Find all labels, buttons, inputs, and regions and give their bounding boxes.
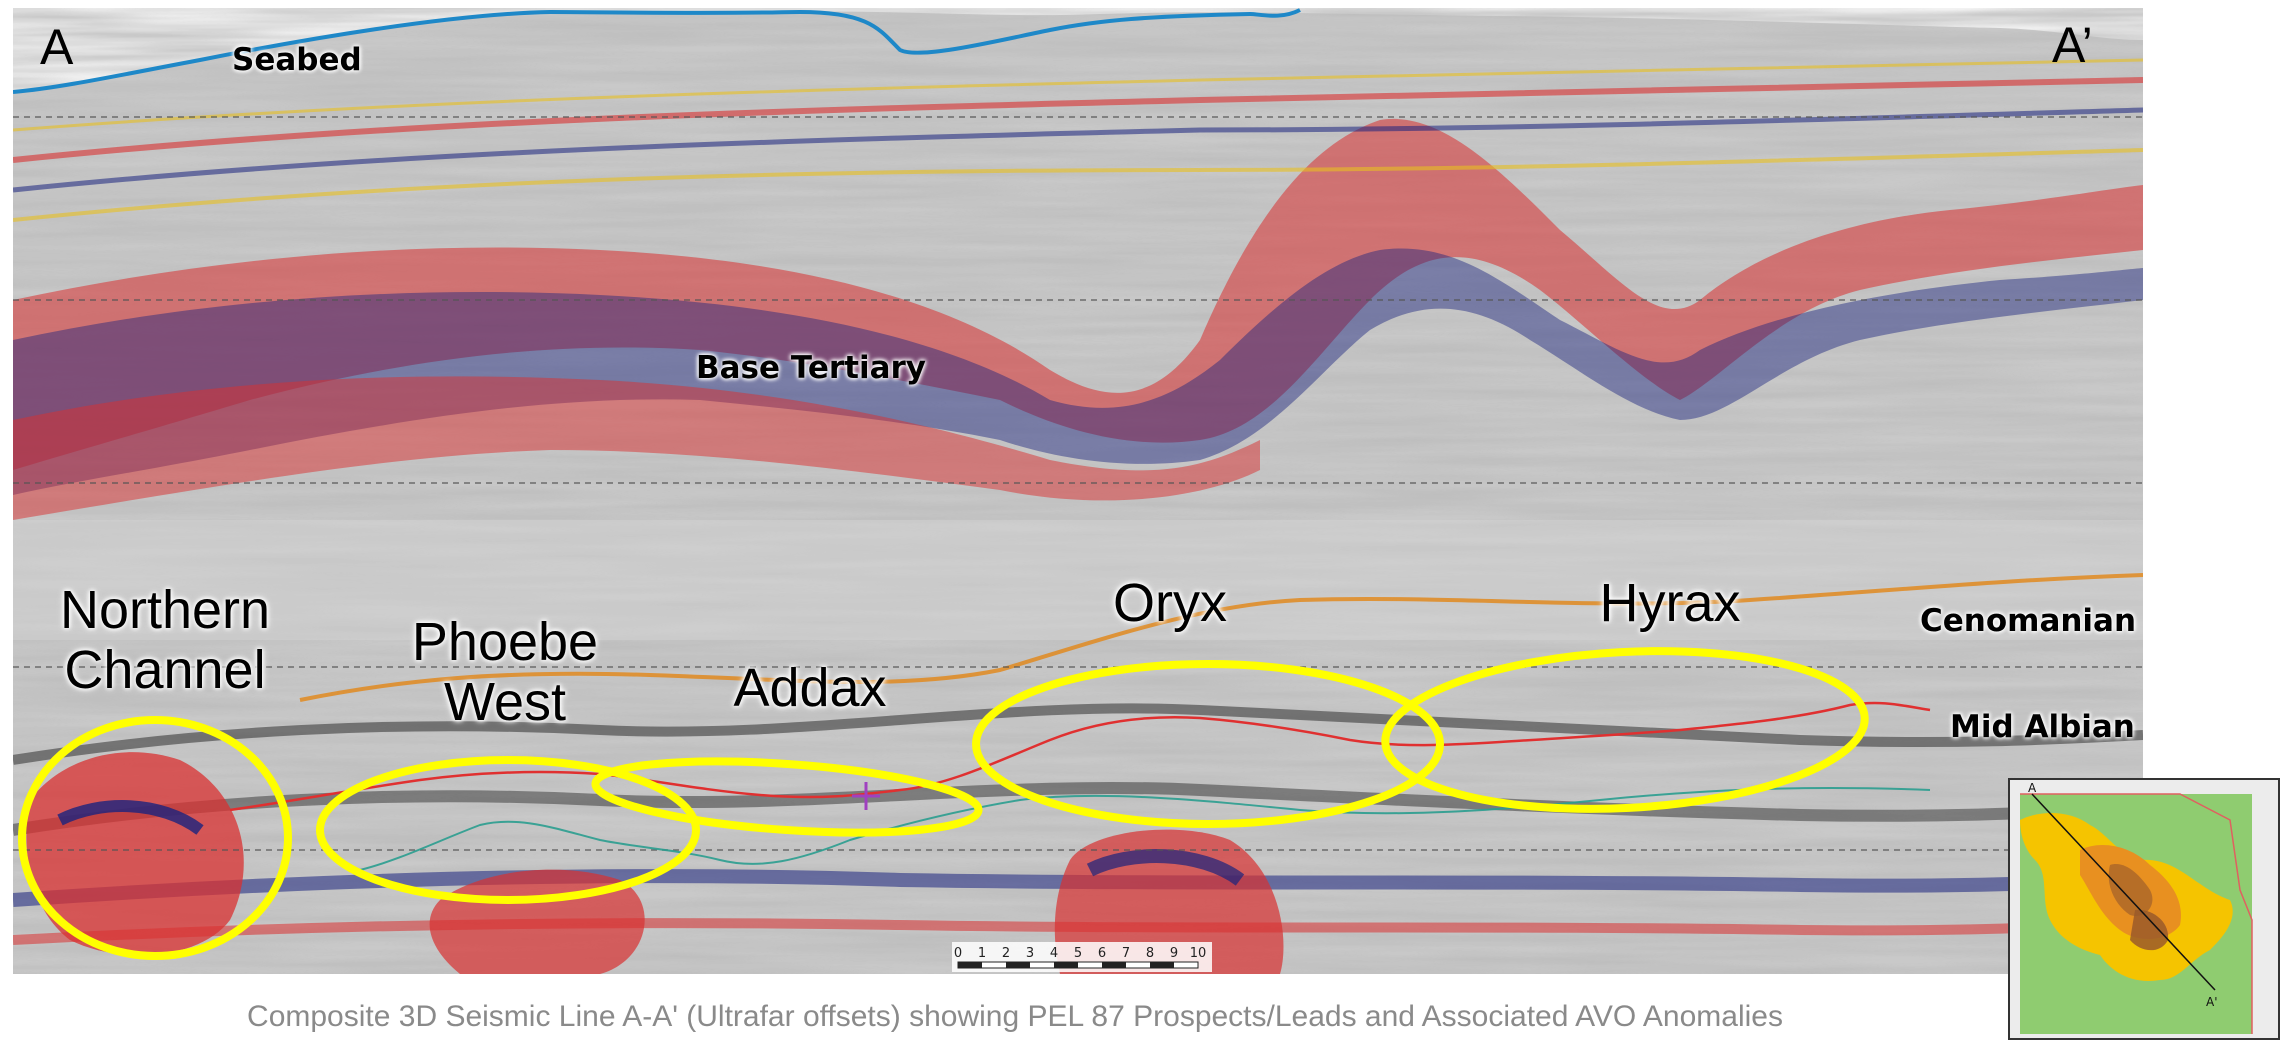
phoebe-west-label: Phoebe West — [395, 612, 615, 733]
well-marker-icon — [852, 782, 880, 810]
inset-end-label: A' — [2206, 995, 2218, 1009]
northern-channel-label: Northern Channel — [40, 580, 290, 701]
inset-map-graphic: A A' — [2010, 780, 2278, 1038]
seabed-label: Seabed — [232, 42, 362, 78]
scale-tick-label: 4 — [1050, 946, 1058, 961]
section-end-label: A’ — [2052, 17, 2093, 73]
inset-location-map: A A' — [2008, 778, 2280, 1040]
seismic-section — [13, 8, 2143, 974]
northern-channel-line2: Channel — [64, 640, 266, 701]
hyrax-ellipse — [1381, 647, 1869, 813]
oryx-ellipse — [972, 660, 1444, 828]
scale-tick-label: 7 — [1122, 946, 1130, 961]
scale-tick-label: 3 — [1026, 946, 1034, 961]
scale-tick-label: 1 — [978, 946, 986, 961]
base-tertiary-label: Base Tertiary — [696, 350, 927, 386]
scale-tick-label: 0 — [954, 946, 962, 961]
scale-tick-label: 8 — [1146, 946, 1154, 961]
northern-channel-line1: Northern — [59, 580, 271, 640]
phoebe-west-ellipse — [316, 756, 700, 904]
scale-tick-label: 2 — [1002, 946, 1010, 961]
cenomanian-label: Cenomanian — [1920, 603, 2137, 639]
hyrax-label: Hyrax — [1599, 573, 1741, 633]
addax-label: Addax — [733, 658, 887, 718]
scale-tick-label: 6 — [1098, 946, 1106, 961]
phoebe-west-line1: Phoebe — [411, 612, 599, 672]
phoebe-west-line2: West — [443, 672, 567, 733]
scale-tick-label: 9 — [1170, 946, 1178, 961]
figure-caption: Composite 3D Seismic Line A-A' (Ultrafar… — [247, 1000, 1783, 1033]
northern-channel-ellipse — [18, 716, 292, 960]
inset-start-label: A — [2028, 781, 2037, 795]
scale-tick-label: 10 — [1190, 946, 1207, 961]
section-start-label: A — [40, 19, 74, 75]
oryx-label: Oryx — [1113, 573, 1227, 633]
scale-tick-label: 5 — [1074, 946, 1082, 961]
mid-albian-label: Mid Albian — [1950, 709, 2135, 745]
addax-ellipse — [591, 757, 983, 837]
scale-bar: 0 1 2 3 4 5 6 7 8 9 10 — [952, 942, 1212, 972]
